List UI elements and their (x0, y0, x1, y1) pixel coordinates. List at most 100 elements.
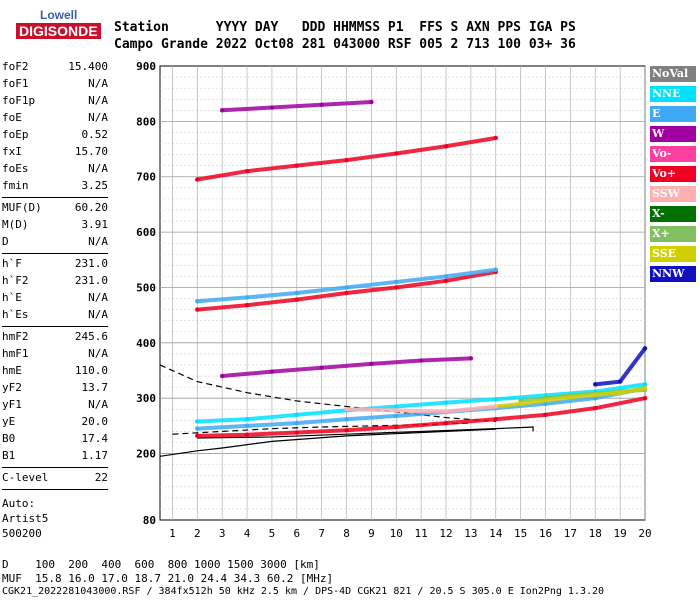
echo-point (195, 419, 200, 424)
echo-point (443, 400, 449, 405)
legend-item: Vo- (650, 146, 696, 162)
plot-frame (159, 65, 646, 521)
echo-point (443, 420, 449, 426)
profile-line (159, 428, 496, 457)
x-tick-label: 11 (415, 527, 428, 540)
param-value: N/A (88, 235, 108, 248)
y-tick-label: 200 (136, 448, 156, 461)
param-row: h`E N/A (2, 289, 108, 306)
echo-point (543, 401, 548, 406)
x-tick-label: 3 (219, 527, 226, 540)
param-name: fxI (2, 145, 22, 158)
param-name: foEp (2, 128, 29, 141)
param-row: D N/A (2, 233, 108, 250)
echo-point (195, 433, 200, 439)
param-row: h`Es N/A (2, 306, 108, 323)
echo-point (244, 417, 250, 422)
param-name: yF1 (2, 398, 22, 411)
param-separator (2, 489, 108, 490)
param-row: M(D) 3.91 (2, 216, 108, 233)
param-name: MUF(D) (2, 201, 42, 214)
echo-point (344, 157, 349, 163)
echo-point (244, 432, 250, 437)
y-tick-label: 500 (136, 281, 156, 294)
echo-point (543, 412, 548, 418)
logo-line2: DIGISONDE (16, 23, 101, 39)
param-value: 13.7 (81, 381, 109, 394)
echo-point (369, 99, 374, 105)
echo-point (369, 361, 374, 367)
param-row: h`F 231.0 (2, 255, 108, 272)
x-tick-label: 18 (589, 527, 602, 540)
echo-point (443, 274, 449, 279)
y-tick-label: 800 (136, 115, 156, 128)
y-tick-label: 400 (136, 337, 156, 350)
digisonde-logo: Lowell DIGISONDE (4, 6, 104, 48)
param-name: hmF2 (2, 330, 29, 343)
echo-point (468, 356, 474, 361)
x-tick-label: 16 (539, 527, 552, 540)
echo-point (344, 290, 349, 296)
param-value: 3.25 (81, 179, 109, 192)
param-row: foF2 15.400 (2, 58, 108, 75)
echo-point (443, 278, 449, 284)
echo-point (319, 365, 324, 370)
echo-point (344, 407, 349, 412)
param-value: 60.20 (74, 201, 108, 214)
legend-item: X- (650, 206, 696, 222)
param-row: foF1p N/A (2, 92, 108, 109)
param-value: N/A (88, 291, 108, 304)
echo-trace (195, 386, 647, 431)
x-tick-label: 1 (169, 527, 176, 540)
x-tick-label: 9 (368, 527, 375, 540)
param-name: B1 (2, 449, 16, 462)
param-row: hmE 110.0 (2, 362, 108, 379)
auto-line: 500200 (2, 527, 42, 540)
param-value: N/A (88, 347, 108, 360)
x-tick-label: 8 (343, 527, 350, 540)
echo-point (593, 392, 598, 398)
echo-point (418, 358, 424, 363)
param-value: 231.0 (74, 274, 108, 287)
param-name: h`Es (2, 308, 29, 321)
param-value: N/A (88, 308, 108, 321)
echo-point (443, 144, 449, 149)
echo-point (493, 417, 498, 422)
x-tick-label: 19 (614, 527, 627, 540)
echo-point (195, 299, 200, 304)
echo-point (344, 417, 349, 422)
param-row: hmF1 N/A (2, 345, 108, 362)
echo-point (394, 424, 399, 430)
param-value: 15.70 (74, 145, 108, 158)
param-value: N/A (88, 94, 108, 107)
echo-point (244, 302, 250, 308)
header-labels: Station YYYY DAY DDD HHMMSS P1 FFS S AXN… (114, 20, 576, 35)
legend-item: SSW (650, 186, 696, 202)
logo-line1: Lowell (40, 8, 78, 22)
legend-item: W (650, 126, 696, 142)
param-value: N/A (88, 162, 108, 175)
y-tick-label: 80 (143, 514, 156, 527)
x-tick-label: 5 (269, 527, 276, 540)
param-name: hmF1 (2, 347, 29, 360)
param-name: C-level (2, 471, 49, 484)
auto-scaling-info: Auto: Artist5 500200 (2, 496, 108, 541)
param-name: h`E (2, 291, 22, 304)
param-value: 15.400 (68, 60, 108, 73)
echo-point (244, 168, 250, 174)
profile-line (197, 426, 534, 439)
echo-point (344, 285, 349, 290)
param-row: hmF2 245.6 (2, 328, 108, 345)
echo-point (269, 369, 275, 374)
param-name: yE (2, 415, 16, 428)
echo-point (244, 295, 250, 300)
legend-item: NoVal (650, 66, 696, 82)
y-tick-label: 600 (136, 226, 156, 239)
param-separator (2, 253, 108, 254)
param-value: 22 (94, 471, 108, 484)
legend-item: E (650, 106, 696, 122)
parameter-panel: foF2 15.400 foF1 N/A foF1p N/A foE N/A foEp 0.52 f… (2, 58, 108, 541)
echo-point (294, 297, 299, 302)
echo-point (642, 386, 648, 391)
echo-point (568, 394, 573, 400)
